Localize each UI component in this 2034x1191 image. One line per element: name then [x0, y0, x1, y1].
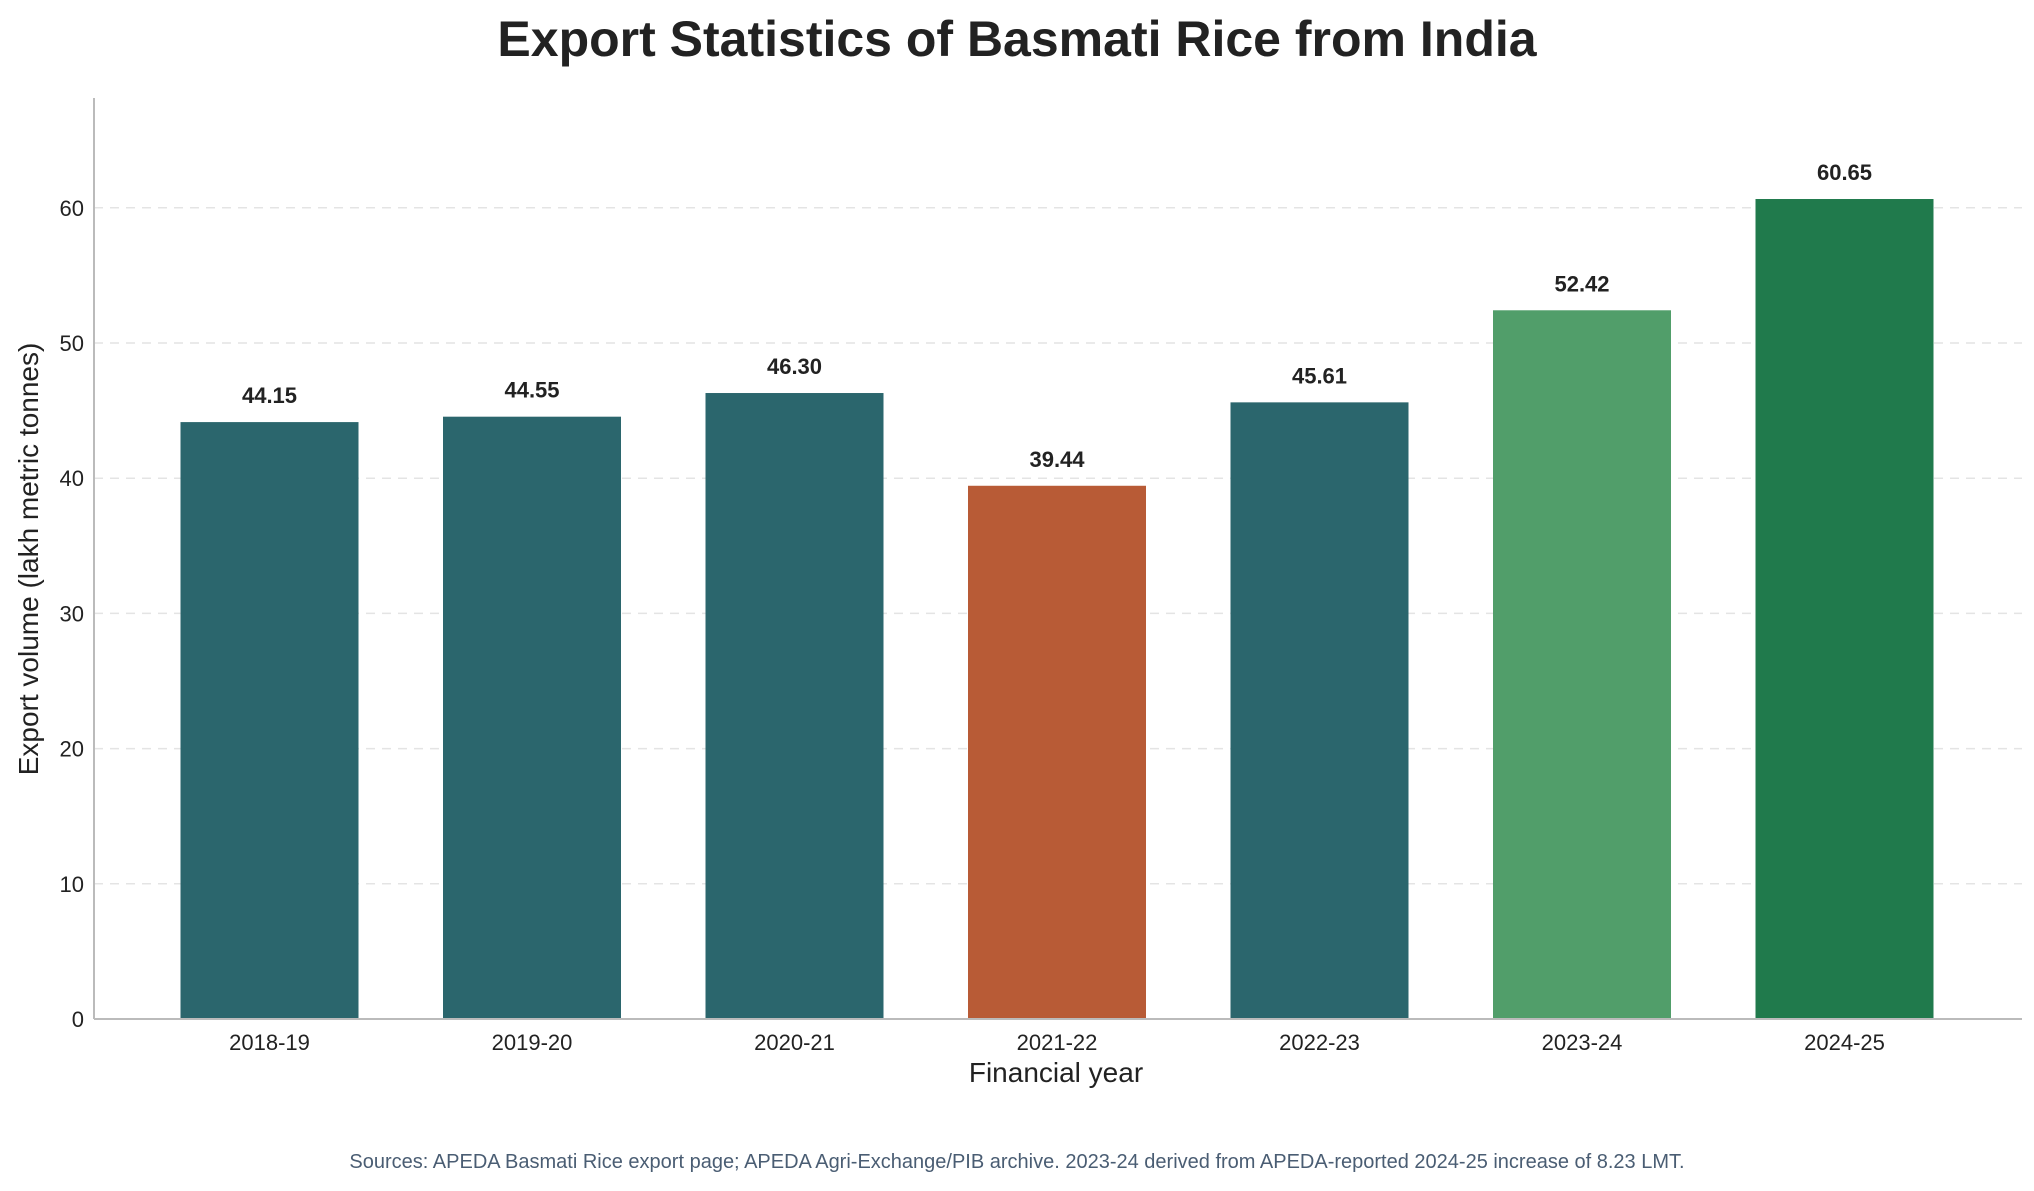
y-tick-labels: 0 10 20 30 40 50 60	[60, 196, 84, 1032]
value-label: 46.30	[767, 354, 822, 379]
value-label: 44.15	[242, 383, 297, 408]
y-tick-label: 10	[60, 872, 84, 897]
source-note: Sources: APEDA Basmati Rice export page;…	[349, 1151, 1685, 1173]
bar-2022-23	[1230, 402, 1409, 1020]
bar-2018-19	[180, 422, 359, 1019]
y-tick-label: 40	[60, 466, 84, 491]
y-tick-label: 0	[72, 1007, 84, 1032]
bar-2021-22	[968, 485, 1146, 1019]
value-label: 52.42	[1554, 271, 1609, 296]
y-tick-label: 20	[60, 737, 84, 762]
x-tick-label: 2018-19	[229, 1030, 310, 1055]
y-tick-label: 50	[60, 331, 84, 356]
chart-title: Export Statistics of Basmati Rice from I…	[497, 11, 1537, 67]
value-label: 60.65	[1817, 160, 1872, 185]
x-tick-label: 2020-21	[754, 1030, 835, 1055]
x-tick-label: 2022-23	[1279, 1030, 1360, 1055]
y-tick-label: 30	[60, 601, 84, 626]
value-label: 44.55	[504, 378, 559, 403]
bar-2019-20	[443, 416, 621, 1020]
bar-2024-25	[1755, 199, 1934, 1020]
x-axis-title: Financial year	[969, 1057, 1143, 1088]
axes	[93, 98, 2022, 1020]
x-tick-labels: 2018-19 2019-20 2020-21 2021-22 2022-23 2023-…	[229, 1030, 1885, 1055]
x-tick-label: 2023-24	[1542, 1030, 1623, 1055]
x-tick-label: 2024-25	[1804, 1030, 1885, 1055]
x-tick-label: 2021-22	[1017, 1030, 1098, 1055]
y-axis-title: Export volume (lakh metric tonnes)	[13, 343, 44, 776]
bar-2023-24	[1493, 310, 1671, 1019]
value-label: 45.61	[1292, 363, 1347, 388]
value-label: 39.44	[1029, 447, 1085, 472]
bars	[180, 199, 1934, 1020]
bar-2020-21	[705, 393, 884, 1019]
x-tick-label: 2019-20	[492, 1030, 573, 1055]
value-labels: 44.15 44.55 46.30 39.44 45.61 52.42 60.65	[242, 160, 1872, 472]
y-tick-label: 60	[60, 196, 84, 221]
